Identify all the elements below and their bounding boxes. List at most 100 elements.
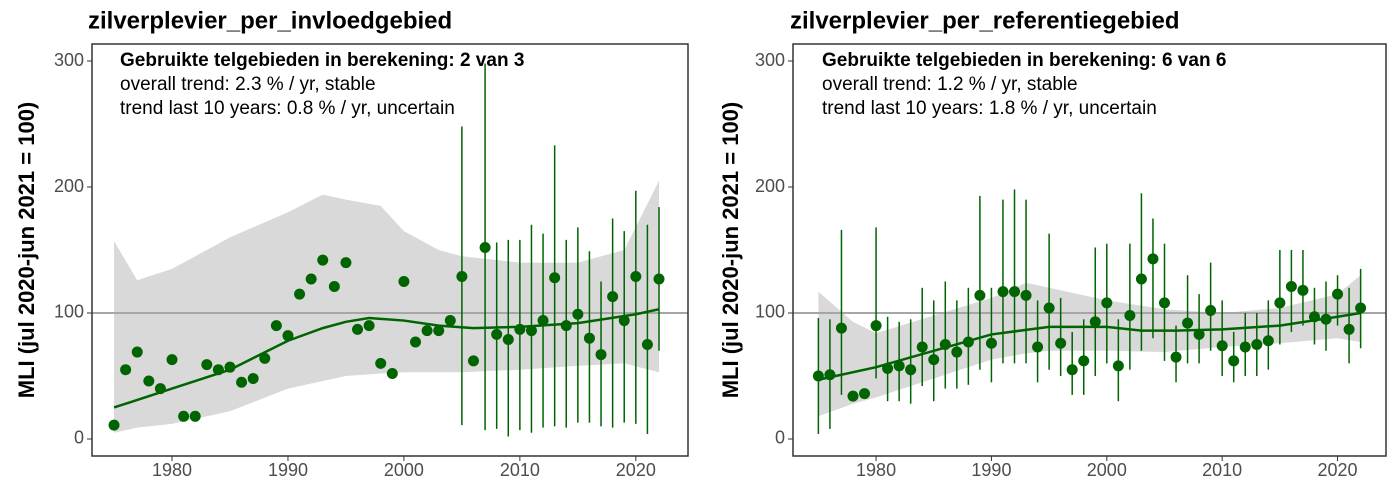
y-tick-label: 0 — [775, 428, 785, 448]
data-point — [1239, 341, 1251, 353]
data-point — [1066, 364, 1078, 376]
data-point — [905, 364, 917, 376]
annotation: Gebruikte telgebieden in berekening: 2 v… — [120, 50, 524, 71]
data-point — [893, 360, 905, 372]
data-point — [525, 325, 537, 337]
data-point — [1043, 302, 1055, 314]
trend-line — [818, 311, 1361, 381]
data-point — [1170, 351, 1182, 363]
data-point — [1147, 253, 1159, 265]
y-tick-label: 300 — [755, 50, 785, 70]
data-point — [630, 270, 642, 282]
data-point — [433, 325, 445, 337]
y-tick-label: 300 — [54, 50, 84, 70]
data-point — [1251, 338, 1263, 350]
data-point — [607, 291, 619, 303]
data-point — [352, 323, 364, 335]
data-point — [467, 355, 479, 367]
data-point — [583, 332, 595, 344]
data-point — [1078, 355, 1090, 367]
data-point — [560, 320, 572, 332]
data-point — [386, 367, 398, 379]
x-tick-label: 1980 — [152, 460, 192, 480]
y-tick-label: 100 — [54, 302, 84, 322]
annotation: overall trend: 1.2 % / yr, stable — [822, 74, 1078, 95]
data-point — [824, 369, 836, 381]
data-point — [1297, 284, 1309, 296]
data-point — [236, 376, 248, 388]
data-point — [916, 341, 928, 353]
panel-title: zilverplevier_per_referentiegebied — [790, 7, 1180, 34]
y-tick-label: 100 — [755, 302, 785, 322]
data-point — [212, 364, 224, 376]
data-point — [847, 390, 859, 402]
panel-title: zilverplevier_per_invloedgebied — [88, 7, 452, 34]
x-tick-label: 2010 — [500, 460, 540, 480]
data-point — [572, 308, 584, 320]
data-point — [294, 288, 306, 300]
data-point — [444, 315, 456, 327]
data-point — [410, 336, 422, 348]
plot-frame — [91, 43, 689, 457]
data-point — [537, 315, 549, 327]
data-point — [1216, 340, 1228, 352]
x-tick-label: 1990 — [971, 460, 1011, 480]
y-tick-label: 200 — [54, 176, 84, 196]
data-point — [120, 364, 132, 376]
data-point — [491, 328, 503, 340]
data-point — [421, 325, 433, 337]
data-point — [178, 410, 190, 422]
data-point — [1135, 273, 1147, 285]
data-point — [951, 346, 963, 358]
data-point — [653, 273, 665, 285]
data-point — [1262, 335, 1274, 347]
data-point — [1032, 341, 1044, 353]
x-tick-label: 2020 — [1318, 460, 1358, 480]
data-point — [835, 322, 847, 334]
y-axis-label: MLI (jul 2020-jun 2021 = 100) — [14, 102, 39, 399]
x-tick-label: 1980 — [856, 460, 896, 480]
data-point — [189, 410, 201, 422]
data-point — [1112, 360, 1124, 372]
data-point — [1020, 289, 1032, 301]
data-point — [375, 357, 387, 369]
data-point — [363, 320, 375, 332]
y-tick-label: 0 — [74, 428, 84, 448]
data-point — [131, 346, 143, 358]
data-point — [514, 323, 526, 335]
data-point — [1101, 297, 1113, 309]
plot-frame — [792, 43, 1387, 457]
data-point — [1055, 337, 1067, 349]
data-point — [618, 315, 630, 327]
data-point — [859, 388, 871, 400]
data-point — [154, 383, 166, 395]
data-point — [282, 330, 294, 342]
panel: zilverplevier_per_referentiegebied MLI (j… — [718, 7, 1387, 480]
data-point — [224, 361, 236, 373]
annotation: Gebruikte telgebieden in berekening: 6 v… — [822, 50, 1226, 71]
y-axis-label: MLI (jul 2020-jun 2021 = 100) — [718, 102, 743, 399]
data-point — [1320, 313, 1332, 325]
data-point — [997, 286, 1009, 298]
data-point — [870, 320, 882, 332]
x-tick-label: 2020 — [616, 460, 656, 480]
data-point — [1343, 323, 1355, 335]
data-point — [1158, 297, 1170, 309]
data-point — [340, 257, 352, 269]
confidence-band — [818, 275, 1361, 417]
data-point — [641, 338, 653, 350]
data-point — [1332, 288, 1344, 300]
data-point — [974, 289, 986, 301]
data-point — [108, 419, 120, 431]
annotation: trend last 10 years: 0.8 % / yr, uncerta… — [120, 98, 455, 119]
data-point — [595, 349, 607, 361]
data-point — [201, 359, 213, 371]
data-point — [305, 273, 317, 285]
data-point — [1193, 328, 1205, 340]
data-point — [328, 281, 340, 293]
data-point — [1089, 316, 1101, 328]
data-point — [549, 272, 561, 284]
data-point — [939, 338, 951, 350]
data-point — [812, 370, 824, 382]
